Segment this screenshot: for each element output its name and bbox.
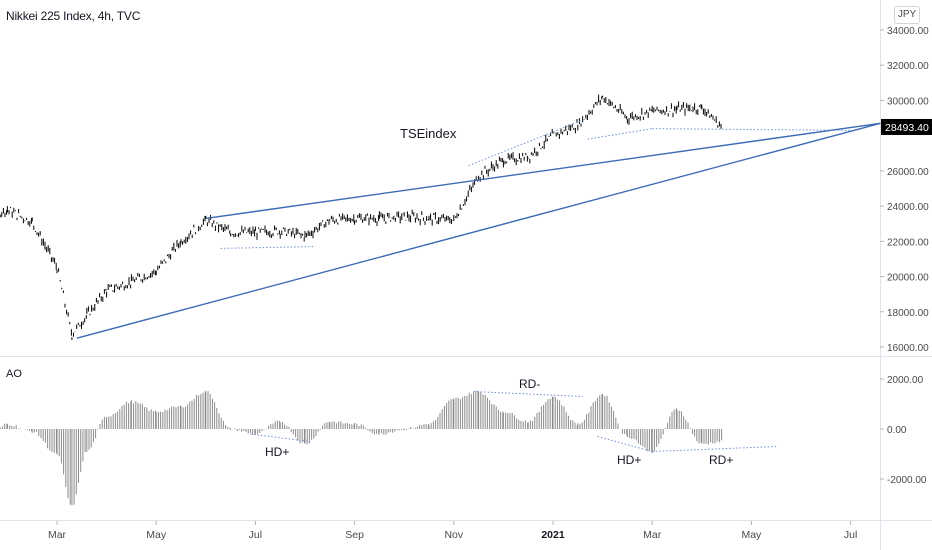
ao-indicator-label[interactable]: AO xyxy=(6,368,22,380)
lower-trendline xyxy=(76,122,881,339)
time-tick-label: Jul xyxy=(249,529,262,541)
price-tick-label: 16000.00 xyxy=(887,343,929,354)
price-pane: TSEindex xyxy=(0,94,881,341)
ao-tick-label: 2000.00 xyxy=(887,375,924,386)
tseindex-annotation: TSEindex xyxy=(400,126,457,141)
price-tick-label: 32000.00 xyxy=(887,61,929,72)
dotted-mar-apr xyxy=(652,128,851,131)
price-tick-label: 34000.00 xyxy=(887,26,929,37)
time-tick-label: Mar xyxy=(48,529,67,541)
price-scale: 34000.00 32000.00 30000.00 26000.00 24000.00… xyxy=(880,26,932,486)
ao-annotation-hd: HD+ xyxy=(265,445,289,459)
dotted-jan-mar xyxy=(587,128,653,140)
ao-rd-plus xyxy=(652,446,777,452)
price-tick-label: 18000.00 xyxy=(887,308,929,319)
ao-hd1 xyxy=(250,433,311,442)
price-tick-label: 30000.00 xyxy=(887,96,929,107)
ao-rd-minus xyxy=(473,391,583,397)
time-tick-label: Mar xyxy=(643,529,662,541)
last-price-label: 28493.40 xyxy=(885,122,929,134)
time-tick-label: Sep xyxy=(345,529,364,541)
price-tick-label: 26000.00 xyxy=(887,167,929,178)
price-tick-label: 24000.00 xyxy=(887,202,929,213)
ao-annotation-rd: RD+ xyxy=(709,453,733,467)
time-scale: Mar May Jul Sep Nov 2021 Mar May Jul xyxy=(48,521,857,541)
chart-title: Nikkei 225 Index, 4h, TVC xyxy=(6,9,141,23)
ao-hd2 xyxy=(597,436,653,452)
dotted-jun-jul xyxy=(220,246,315,249)
time-tick-label: 2021 xyxy=(541,529,565,541)
dotted-nov-jan xyxy=(468,117,588,167)
upper-trendline xyxy=(205,122,881,220)
time-tick-label: May xyxy=(741,529,762,541)
ao-pane: HD+ RD- HD+ RD+ xyxy=(0,377,777,506)
price-tick-label: 22000.00 xyxy=(887,237,929,248)
ao-annotation-rd: RD- xyxy=(519,377,540,391)
ao-annotation-hd: HD+ xyxy=(617,453,641,467)
price-candles xyxy=(0,94,722,341)
ao-tick-label: -2000.00 xyxy=(887,475,927,486)
ao-histogram xyxy=(0,390,723,506)
time-tick-label: Jul xyxy=(844,529,857,541)
time-tick-label: Nov xyxy=(444,529,463,541)
price-tick-label: 20000.00 xyxy=(887,273,929,284)
time-tick-label: May xyxy=(146,529,167,541)
currency-badge[interactable]: JPY xyxy=(894,6,920,24)
last-price-badge xyxy=(881,118,932,135)
ao-tick-label: 0.00 xyxy=(887,425,907,436)
